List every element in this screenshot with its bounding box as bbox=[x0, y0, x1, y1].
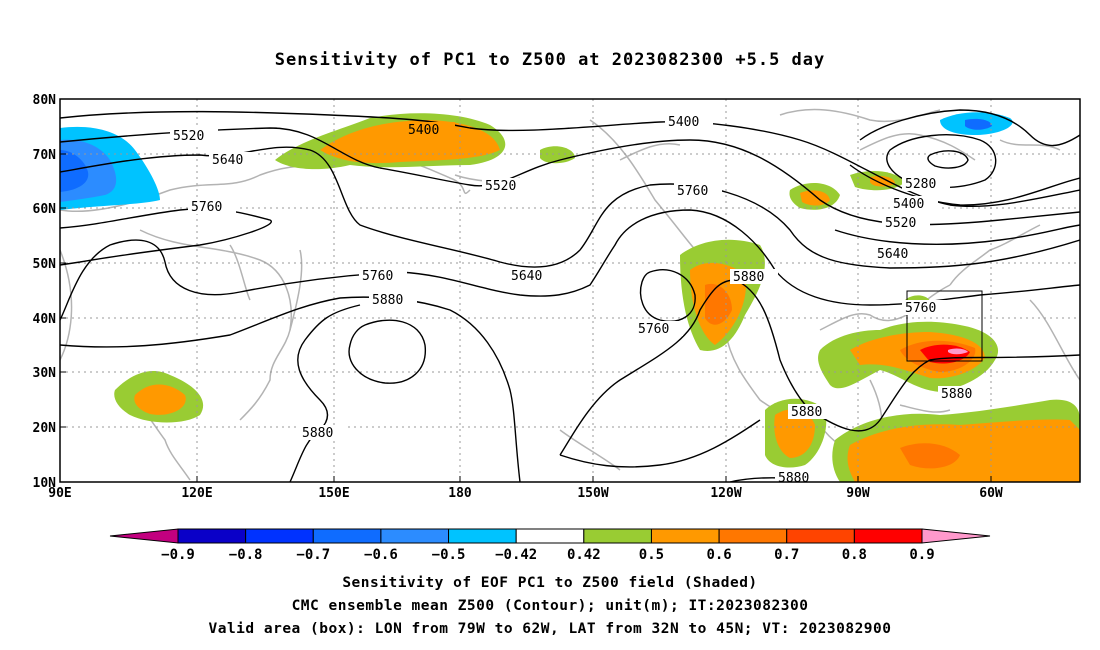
contour-5640 bbox=[60, 146, 1080, 269]
lon-label: 60W bbox=[979, 486, 1003, 501]
lat-label: 80N bbox=[33, 93, 57, 108]
contour-label: 5400 bbox=[408, 123, 439, 138]
contour-5280-ring bbox=[886, 134, 997, 189]
colorbar-swatch bbox=[177, 528, 247, 544]
lon-label: 120W bbox=[710, 486, 741, 501]
chart-title: Sensitivity of PC1 to Z500 at 2023082300… bbox=[274, 50, 826, 70]
colorbar-swatch bbox=[312, 528, 382, 544]
lat-label: 50N bbox=[33, 257, 57, 272]
colorbar-swatch bbox=[245, 528, 314, 544]
colorbar-label: 0.7 bbox=[774, 547, 799, 563]
contour-label: 5400 bbox=[668, 115, 699, 130]
contour-label: 5640 bbox=[511, 269, 542, 284]
colorbar-label: −0.8 bbox=[229, 547, 263, 563]
colorbar-swatch bbox=[109, 528, 179, 544]
contour-labels: 5400 5520 5640 5760 5880 5400 5520 5760 … bbox=[170, 114, 986, 486]
lat-label: 40N bbox=[33, 312, 57, 327]
contour-5400 bbox=[60, 110, 1080, 208]
sensitivity-shading bbox=[60, 112, 1080, 482]
colorbar-label: 0.42 bbox=[567, 547, 601, 563]
lat-label: 70N bbox=[33, 148, 57, 163]
contour-label: 5760 bbox=[638, 322, 669, 337]
lon-labels: 90E 120E 150E 180 150W 120W 90W 60W bbox=[48, 486, 1003, 501]
colorbar-swatch bbox=[380, 528, 450, 544]
contour-label: 5520 bbox=[885, 216, 916, 231]
lon-label: 150E bbox=[318, 486, 349, 501]
colorbar-swatch bbox=[515, 528, 585, 544]
contour-label: 5880 bbox=[941, 387, 972, 402]
contour-5880-c bbox=[559, 279, 1080, 456]
lat-label: 60N bbox=[33, 202, 57, 217]
lon-label: 150W bbox=[577, 486, 608, 501]
valid-area-box bbox=[906, 290, 983, 362]
contour-label: 5760 bbox=[362, 269, 393, 284]
contour-label: 5880 bbox=[791, 405, 822, 420]
colorbar: −0.9 −0.8 −0.7 −0.6 −0.5 −0.42 0.42 0.5 0.6 0.7 0.… bbox=[109, 528, 991, 563]
colorbar-swatch bbox=[718, 528, 788, 544]
contour-5760-closed bbox=[639, 269, 696, 322]
colorbar-label: −0.6 bbox=[364, 547, 398, 563]
contour-label: 5640 bbox=[877, 247, 908, 262]
lat-label: 10N bbox=[33, 476, 57, 491]
contour-label: 5760 bbox=[191, 200, 222, 215]
colorbar-label: 0.6 bbox=[706, 547, 731, 563]
lat-label: 20N bbox=[33, 421, 57, 436]
contour-label: 5520 bbox=[173, 129, 204, 144]
colorbar-label: −0.7 bbox=[296, 547, 330, 563]
footer-line-3: Valid area (box): LON from 79W to 62W, L… bbox=[208, 621, 892, 637]
footer-line-1: Sensitivity of EOF PC1 to Z500 field (Sh… bbox=[342, 575, 758, 591]
contour-5760 bbox=[60, 207, 272, 266]
lon-label: 90W bbox=[846, 486, 870, 501]
tick-marks bbox=[60, 98, 992, 482]
colorbar-label: −0.5 bbox=[432, 547, 466, 563]
footer-line-2: CMC ensemble mean Z500 (Contour); unit(m… bbox=[291, 598, 809, 614]
lat-labels: 80N 70N 60N 50N 40N 30N 20N 10N bbox=[33, 93, 57, 491]
colorbar-swatch bbox=[448, 528, 517, 544]
colorbar-label: 0.9 bbox=[909, 547, 934, 563]
lon-label: 90E bbox=[48, 486, 71, 501]
contour-label: 5280 bbox=[905, 177, 936, 192]
contour-5880-d bbox=[559, 419, 761, 468]
contour-5640b bbox=[834, 224, 1080, 245]
colorbar-swatch bbox=[786, 528, 855, 544]
contour-label: 5880 bbox=[733, 270, 764, 285]
contour-label: 5880 bbox=[302, 426, 333, 441]
colorbar-label: 0.5 bbox=[639, 547, 664, 563]
contour-5400b bbox=[859, 109, 1080, 147]
colorbar-label: −0.42 bbox=[495, 547, 537, 563]
lat-label: 30N bbox=[33, 366, 57, 381]
contour-label: 5880 bbox=[778, 471, 809, 486]
colorbar-label: −0.9 bbox=[161, 547, 195, 563]
colorbar-swatch bbox=[853, 528, 923, 544]
contour-5760b bbox=[60, 209, 1080, 321]
colorbar-swatch bbox=[921, 528, 991, 544]
lon-label: 120E bbox=[181, 486, 212, 501]
contour-label: 5640 bbox=[212, 153, 243, 168]
contour-5520b bbox=[849, 164, 1080, 206]
contour-label: 5880 bbox=[372, 293, 403, 308]
contour-label: 5520 bbox=[485, 179, 516, 194]
colorbar-swatch bbox=[650, 528, 720, 544]
plot-border bbox=[59, 98, 1081, 483]
contour-5880-ring bbox=[348, 319, 426, 384]
contour-5280-inner bbox=[927, 150, 969, 169]
contour-label: 5400 bbox=[893, 197, 924, 212]
lon-label: 180 bbox=[448, 486, 472, 501]
contour-label: 5760 bbox=[677, 184, 708, 199]
colorbar-swatch bbox=[583, 528, 652, 544]
contour-label: 5760 bbox=[905, 301, 936, 316]
colorbar-label: 0.8 bbox=[842, 547, 867, 563]
